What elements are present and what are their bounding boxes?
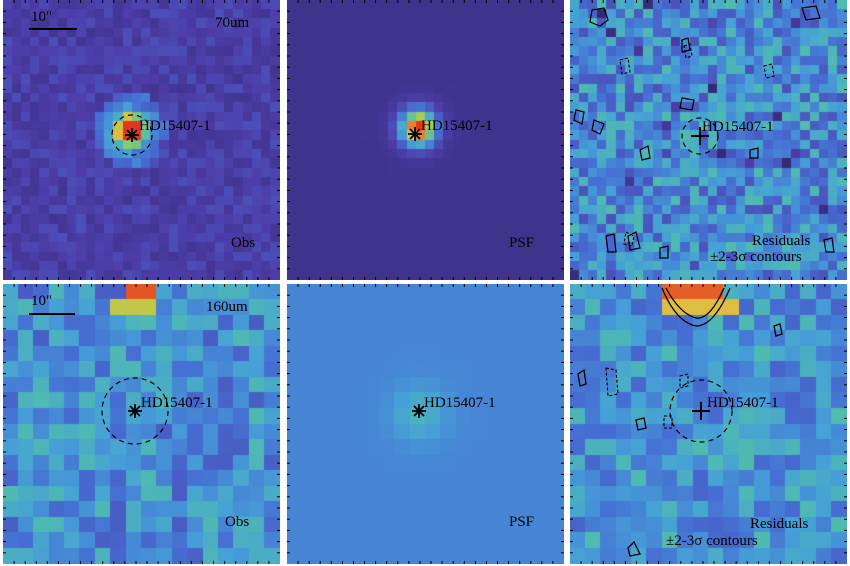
source-plus-marker [691, 127, 709, 145]
panel-160um-psf: HD15407-1 PSF [287, 284, 564, 564]
aperture-circle [681, 117, 719, 155]
aperture-circle [101, 377, 169, 445]
band-label: 160um [206, 299, 248, 315]
corner-label-2: ±2-3σ contours [666, 533, 758, 549]
image-70um-obs [3, 0, 280, 280]
overlay-160um-psf [287, 284, 564, 564]
source-star-marker [125, 128, 139, 142]
source-label: HD15407-1 [702, 119, 774, 135]
corner-label: Obs [231, 235, 256, 251]
sigma-contours-dashed [605, 367, 689, 429]
source-label: HD15407-1 [421, 118, 493, 134]
source-star-marker [128, 404, 142, 418]
source-label: HD15407-1 [707, 395, 779, 411]
tick-marks [3, 284, 280, 564]
corner-label: PSF [509, 235, 535, 251]
tick-marks [570, 0, 847, 280]
source-label: HD15407-1 [141, 395, 213, 411]
image-70um-psf [287, 0, 564, 280]
scale-label: 10" [31, 9, 53, 25]
image-70um-residual [570, 0, 847, 280]
tick-marks [287, 0, 564, 280]
source-label: HD15407-1 [139, 118, 211, 134]
image-160um-psf [287, 284, 564, 564]
sigma-contours-dashed [619, 43, 775, 247]
panel-70um-psf: HD15407-1 PSF [287, 0, 564, 280]
tick-marks [3, 0, 280, 280]
image-160um-obs [3, 284, 280, 564]
panel-70um-residual: HD15407-1 Residuals ±2-3σ contours [570, 0, 847, 280]
panel-160um-obs: 10" 160um HD15407-1 Obs [3, 284, 280, 564]
scale-bar [29, 313, 75, 315]
corner-label: Residuals [750, 516, 809, 532]
source-star-marker [408, 127, 422, 141]
panel-160um-residual: HD15407-1 Residuals ±2-3σ contours [570, 284, 847, 564]
aperture-circle [111, 114, 153, 156]
overlay-70um-obs [3, 0, 280, 280]
panel-70um-obs: 10" 70um HD15407-1 Obs [3, 0, 280, 280]
overlay-160um-residual [570, 284, 847, 564]
corner-label-2: ±2-3σ contours [710, 249, 802, 265]
tick-marks [570, 284, 847, 564]
overlay-70um-psf [287, 0, 564, 280]
band-label: 70um [215, 15, 250, 31]
corner-label: PSF [509, 514, 535, 530]
source-label: HD15407-1 [424, 395, 496, 411]
overlay-70um-residual [570, 0, 847, 280]
scale-bar [29, 28, 77, 30]
source-star-marker [412, 404, 426, 418]
aperture-circle [669, 379, 733, 443]
scale-label: 10" [31, 293, 53, 309]
sigma-contours [577, 287, 783, 557]
source-plus-marker [692, 402, 710, 420]
image-160um-residual [570, 284, 847, 564]
corner-label: Obs [225, 514, 250, 530]
corner-label: Residuals [752, 233, 811, 249]
tick-marks [287, 284, 564, 564]
overlay-160um-obs [3, 284, 280, 564]
